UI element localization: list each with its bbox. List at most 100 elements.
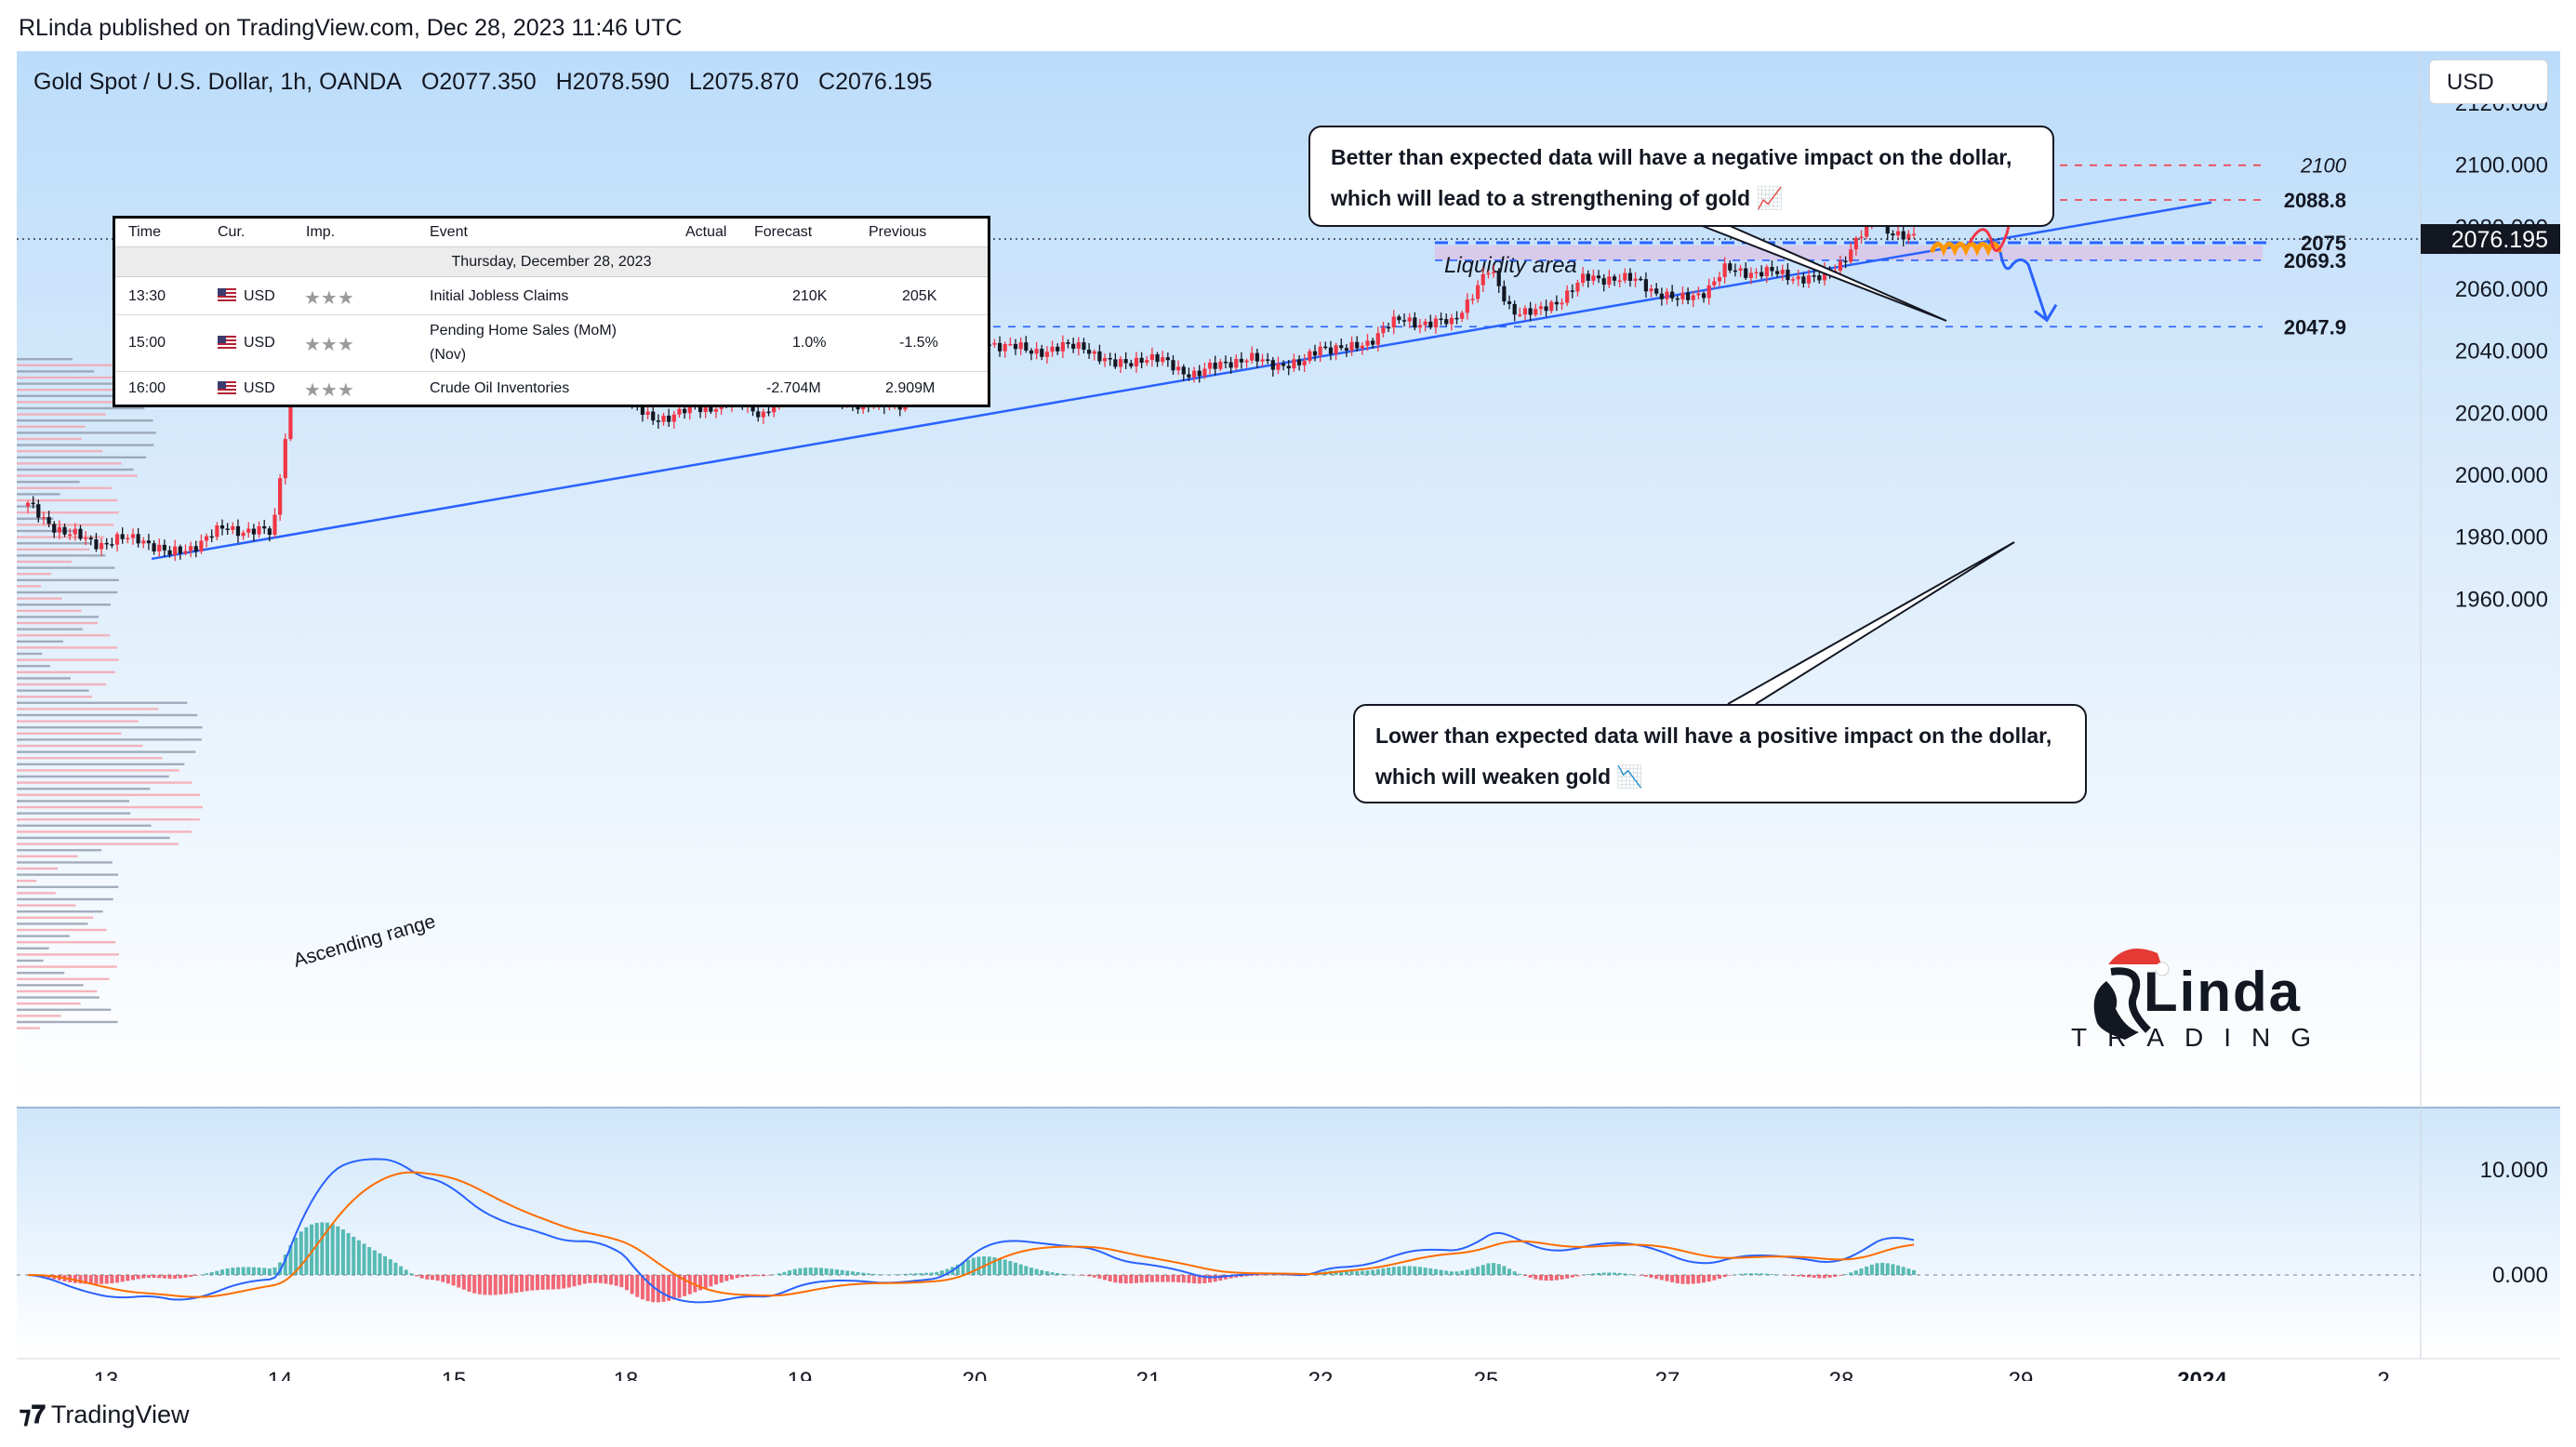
- macd-histogram-bar: [1417, 1267, 1422, 1275]
- macd-histogram-bar: [314, 1222, 319, 1275]
- volume-profile-bar: [17, 560, 73, 564]
- macd-histogram-bar: [162, 1275, 166, 1279]
- symbol-legend[interactable]: Gold Spot / U.S. Dollar, 1h, OANDA O2077…: [33, 69, 945, 96]
- macd-histogram-bar: [1129, 1275, 1134, 1284]
- macd-histogram-bar: [1838, 1275, 1842, 1276]
- macd-histogram-bar: [1597, 1272, 1601, 1275]
- candle-body: [1050, 346, 1055, 352]
- macd-histogram-bar: [493, 1275, 498, 1295]
- candle-body: [1665, 291, 1669, 299]
- macd-histogram-bar: [1044, 1271, 1049, 1275]
- candle-body: [1044, 352, 1050, 357]
- price-axis[interactable]: 2120.0002100.0002080.0002060.0002040.000…: [2421, 91, 2560, 1288]
- candle-body: [1801, 276, 1806, 284]
- candle-body: [1754, 272, 1759, 274]
- volume-profile-bar: [17, 953, 119, 956]
- currency-button[interactable]: USD: [2429, 60, 2548, 104]
- candle-body: [1334, 345, 1338, 354]
- candle-body: [1428, 321, 1433, 328]
- candle-body: [267, 528, 272, 536]
- macd-histogram-bar: [1613, 1272, 1617, 1275]
- macd-histogram-bar: [1202, 1275, 1207, 1283]
- candle-body: [1906, 233, 1911, 240]
- macd-histogram-bar: [1050, 1272, 1055, 1275]
- macd-histogram-bar: [808, 1268, 813, 1275]
- volume-profile-bar: [17, 793, 201, 796]
- candle-body: [235, 525, 241, 537]
- candle-body: [31, 502, 35, 505]
- macd-histogram-bar: [1208, 1275, 1213, 1283]
- calendar-header-time: Time: [128, 224, 161, 240]
- candle-body: [1612, 276, 1617, 281]
- candle-body: [1901, 231, 1905, 240]
- macd-histogram-bar: [1649, 1275, 1653, 1278]
- volume-profile-bar: [17, 989, 98, 993]
- candle-body: [1460, 312, 1465, 319]
- macd-histogram-bar: [893, 1274, 897, 1275]
- candle-body: [1066, 342, 1070, 344]
- macd-histogram-bar: [1706, 1275, 1711, 1282]
- calendar-header-actual: Actual: [685, 224, 727, 240]
- macd-histogram-bar: [1880, 1262, 1885, 1275]
- symbol-name[interactable]: Gold Spot / U.S. Dollar, 1h, OANDA: [33, 69, 402, 95]
- macd-histogram-bar: [1397, 1266, 1401, 1275]
- ascending-trendline[interactable]: [151, 201, 2212, 561]
- macd-histogram-bar: [830, 1268, 834, 1275]
- macd-histogram-bar: [1686, 1275, 1691, 1284]
- volume-profile-bar: [17, 609, 82, 612]
- volume-profile-bar: [17, 616, 100, 618]
- volume-profile-bar: [17, 585, 42, 588]
- event-name: Crude Oil Inventories: [430, 380, 570, 396]
- macd-histogram-bar: [1387, 1267, 1391, 1275]
- volume-profile-bar: [17, 726, 203, 729]
- volume-profile-bar: [17, 566, 115, 569]
- candle-body: [189, 546, 193, 551]
- price-tick-label: 2060.000: [2455, 277, 2548, 302]
- publisher-line: RLinda published on TradingView.com, Dec…: [19, 15, 683, 41]
- candle-body: [1076, 342, 1081, 349]
- time-axis[interactable]: 13 14 15 18 19 20 21 22 25 27 28 29 2024 2: [94, 1368, 2390, 1381]
- event-time: 13:30: [128, 288, 166, 304]
- candle-body: [78, 528, 83, 539]
- macd-histogram-bar: [578, 1275, 582, 1285]
- macd-histogram-bar: [372, 1250, 377, 1275]
- macd-histogram-bar: [1365, 1270, 1370, 1275]
- volume-profile-bar: [17, 713, 198, 717]
- macd-histogram-bar: [1371, 1269, 1375, 1275]
- candle-body: [1433, 318, 1439, 328]
- volume-profile-bar: [17, 947, 49, 949]
- candle-body: [1507, 301, 1512, 304]
- macd-histogram-bar: [146, 1275, 151, 1279]
- volume-profile-bar: [17, 732, 122, 735]
- candle-body: [193, 546, 198, 551]
- candle-body: [1859, 236, 1864, 239]
- time-tick-label: 19: [788, 1368, 813, 1381]
- macd-histogram-bar: [336, 1226, 340, 1275]
- candle-body: [272, 514, 277, 536]
- macd-histogram-bar: [1029, 1268, 1033, 1275]
- macd-histogram-bar: [225, 1268, 230, 1275]
- macd-histogram-bar: [1717, 1275, 1721, 1279]
- macd-histogram-bar: [1381, 1268, 1386, 1275]
- macd-histogram-bar: [1407, 1266, 1412, 1275]
- macd-histogram-bar: [909, 1273, 913, 1275]
- macd-histogram-bar: [189, 1275, 193, 1277]
- candle-body: [1013, 343, 1018, 350]
- candle-body: [278, 478, 283, 515]
- volume-profile-bar: [17, 677, 71, 680]
- macd-histogram-bar: [1181, 1275, 1186, 1283]
- macd-histogram-bar: [923, 1272, 928, 1275]
- macd-histogram-bar: [419, 1275, 424, 1279]
- tradingview-footer[interactable]: ⁊𝟕 TradingView: [19, 1401, 189, 1430]
- macd-histogram-bar: [1643, 1275, 1648, 1277]
- macd-histogram-bar: [1512, 1271, 1517, 1275]
- macd-histogram-bar: [598, 1275, 603, 1283]
- volume-profile-bar: [17, 861, 113, 864]
- callout-pointers: [1699, 224, 2015, 705]
- volume-profile-bar: [17, 910, 103, 913]
- candle-body: [1838, 260, 1843, 272]
- volume-profile-bar: [17, 456, 147, 458]
- macd-histogram-bar: [777, 1273, 781, 1275]
- macd-histogram-bar: [445, 1275, 450, 1284]
